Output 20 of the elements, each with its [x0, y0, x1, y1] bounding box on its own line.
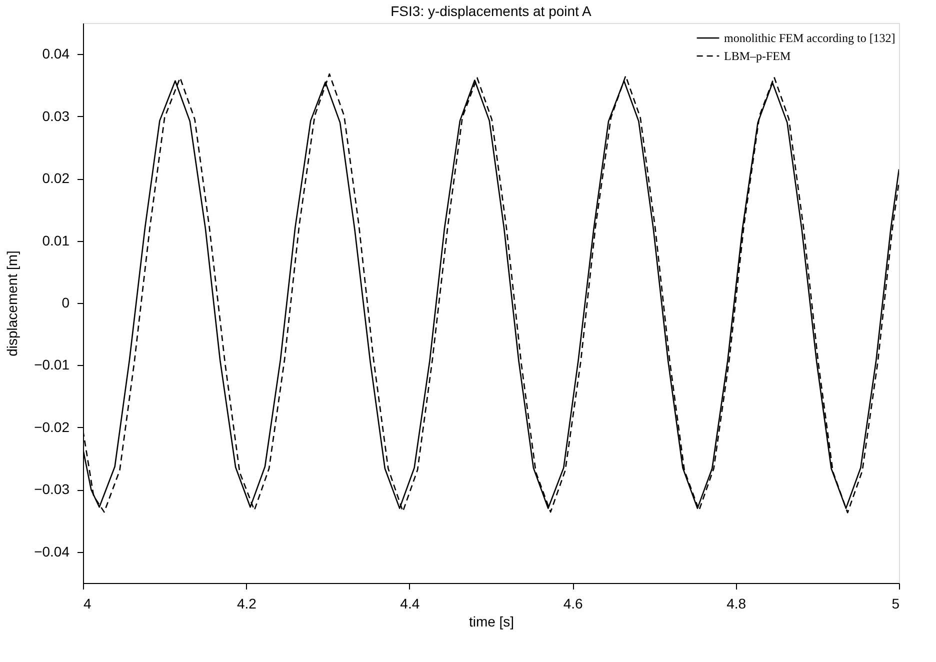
x-tick-label: 4.6	[563, 596, 584, 612]
chart-title: FSI3: y-displacements at point A	[390, 3, 592, 19]
y-tick-label: −0.02	[34, 418, 70, 435]
y-tick-label: 0.03	[42, 108, 70, 124]
y-tick-label: −0.03	[34, 481, 70, 498]
y-tick-label: 0	[62, 294, 70, 310]
x-tick-label: 4	[84, 596, 92, 612]
y-tick-label: 0.02	[42, 170, 70, 186]
x-tick-label: 4.2	[236, 596, 257, 612]
y-tick-label: −0.04	[34, 543, 70, 560]
x-axis-title: time [s]	[468, 614, 514, 630]
y-axis-title: displacement [m]	[4, 250, 20, 356]
y-tick-label: −0.01	[34, 356, 70, 373]
x-tick-label: 5	[892, 596, 900, 612]
legend-label: monolithic FEM according to [132]	[724, 31, 896, 45]
x-tick-label: 4.4	[400, 596, 420, 612]
x-tick-label: 4.8	[726, 596, 746, 612]
y-tick-label: 0.01	[42, 232, 70, 248]
legend-label: LBM–p-FEM	[724, 49, 792, 63]
y-tick-label: 0.04	[42, 46, 70, 62]
